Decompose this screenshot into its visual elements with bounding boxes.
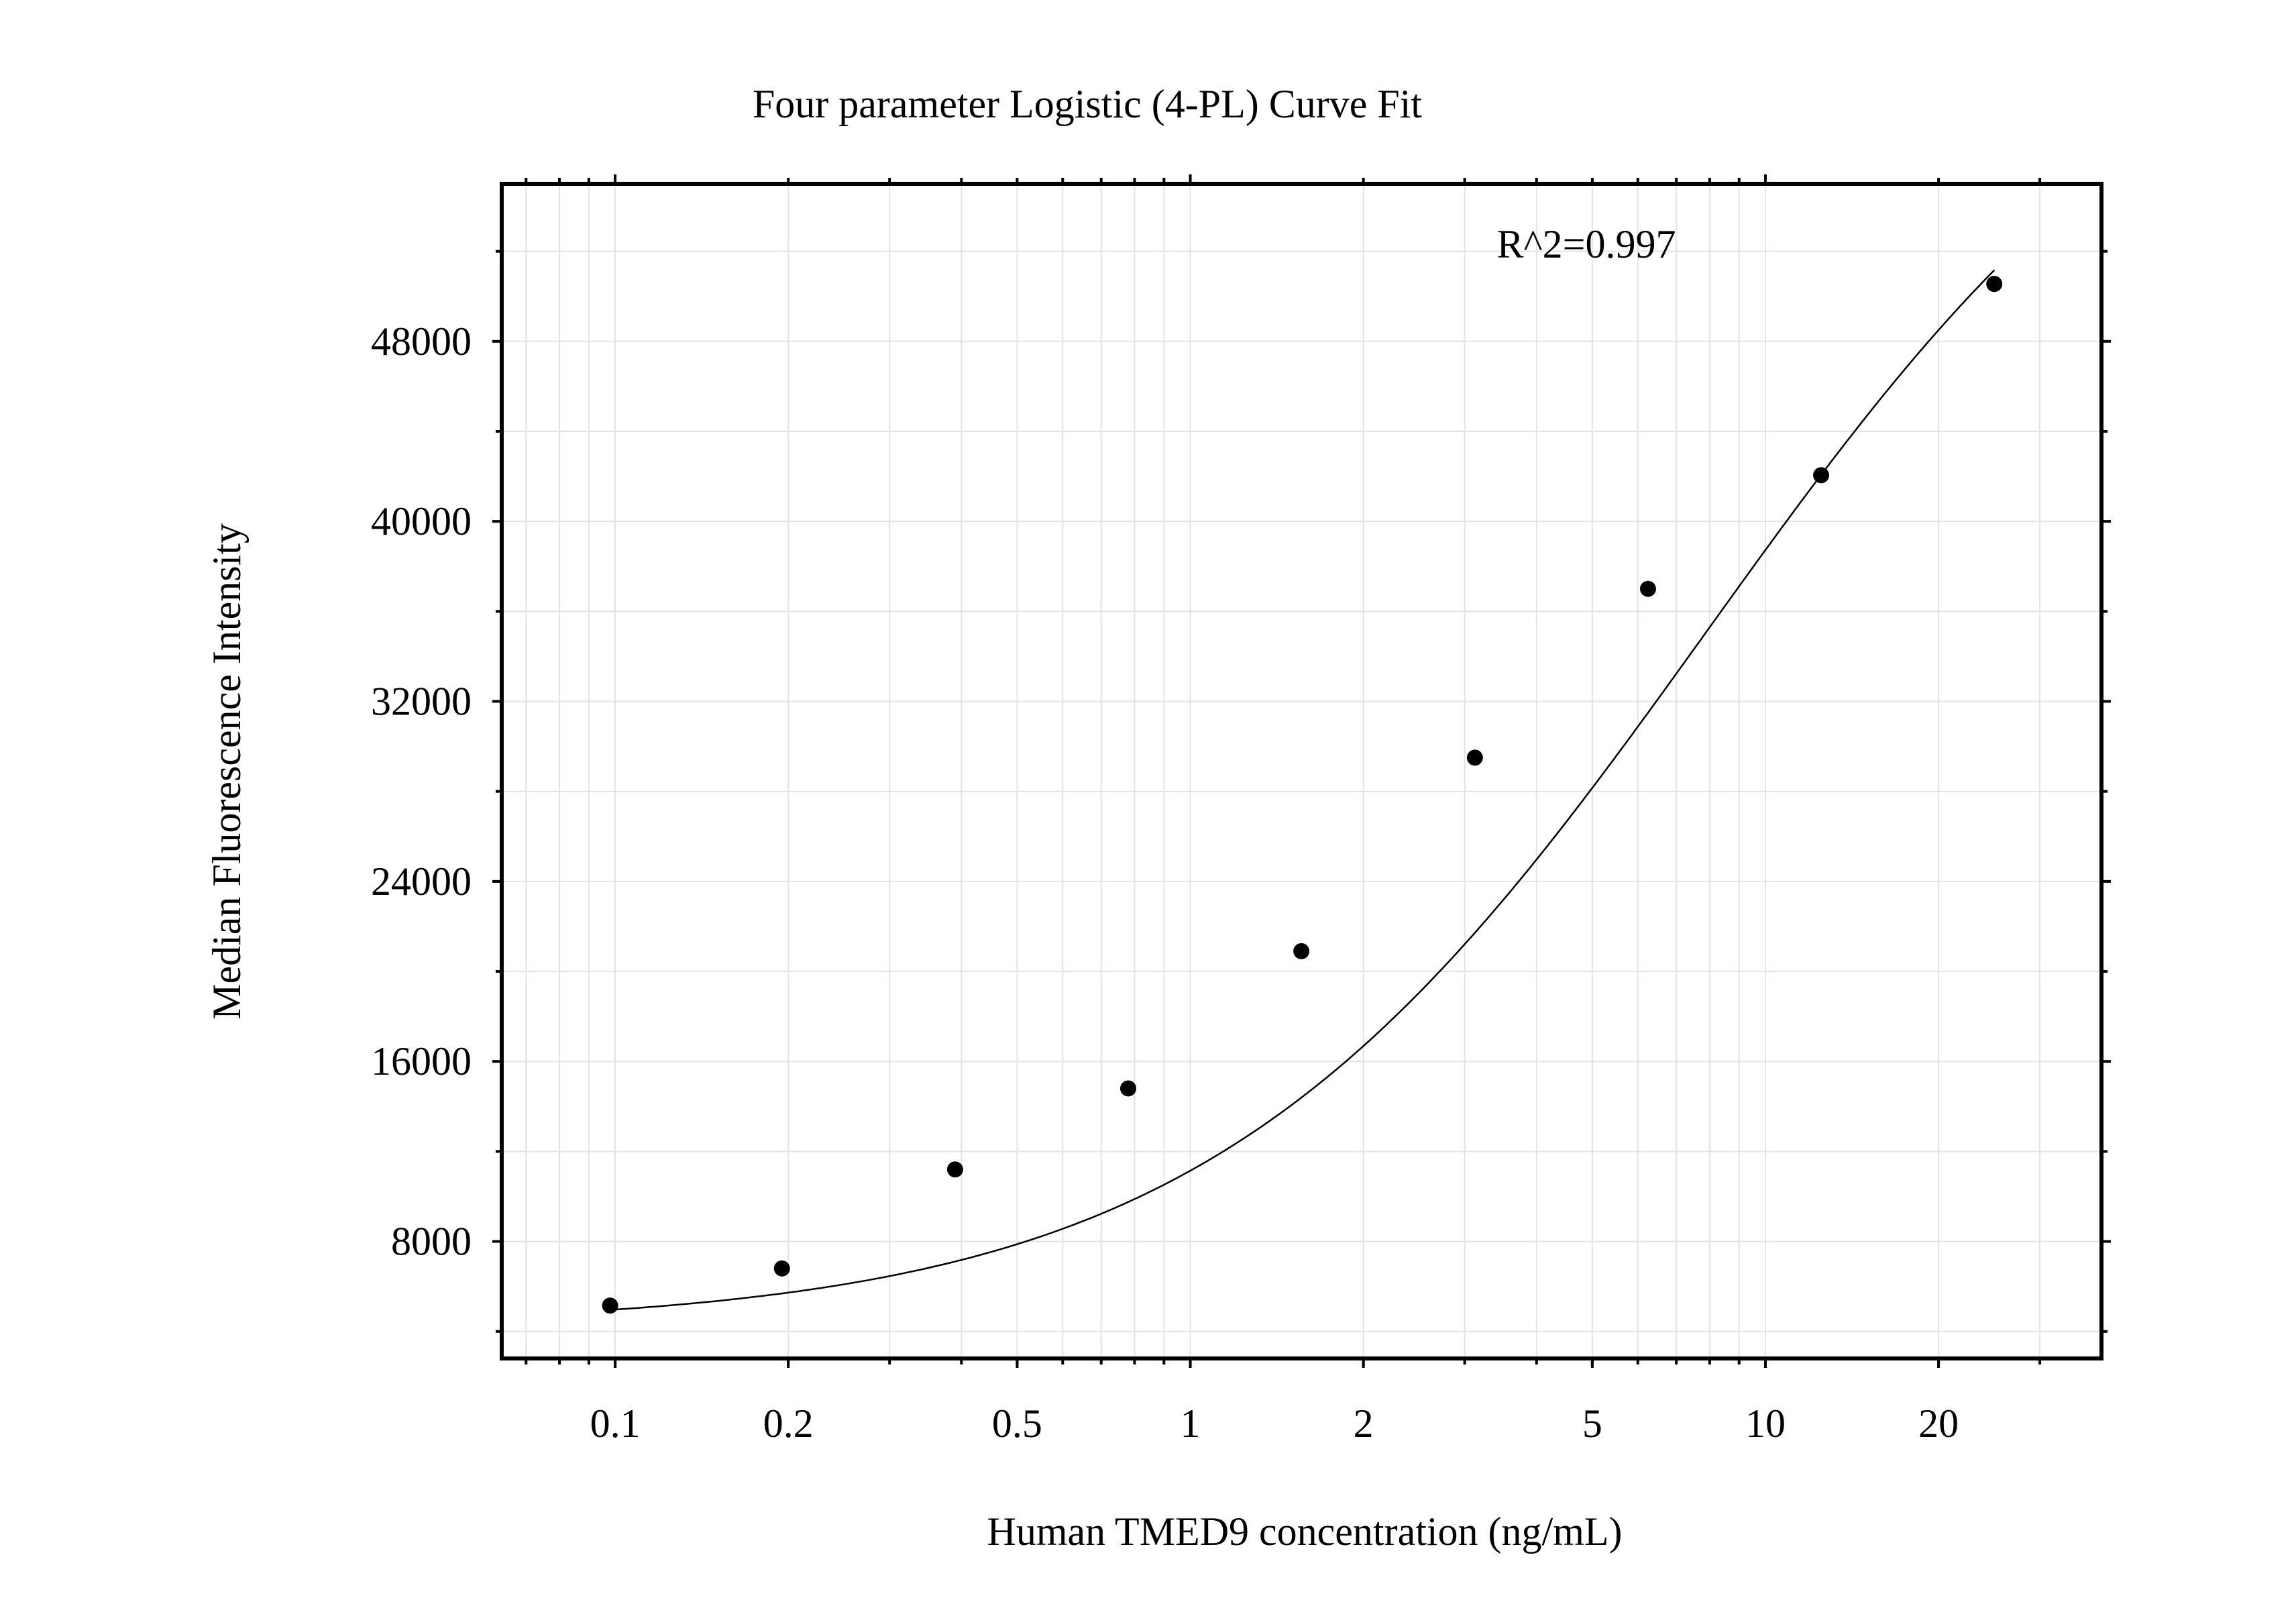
fit-curve-line — [615, 269, 1996, 1311]
x-tick-label: 2 — [1354, 1401, 1374, 1446]
x-tick-label: 1 — [1181, 1401, 1201, 1446]
data-point — [1466, 749, 1483, 766]
x-tick-label: 0.1 — [590, 1401, 641, 1446]
y-tick-label: 48000 — [371, 319, 472, 364]
x-tick-label: 0.5 — [992, 1401, 1042, 1446]
x-axis-ticks: 0.1 0.2 0.5 1 2 5 10 20 — [525, 174, 2042, 1446]
y-tick-label: 24000 — [371, 859, 472, 904]
data-point — [946, 1161, 963, 1178]
data-point — [1813, 467, 1830, 484]
x-tick-label: 20 — [1918, 1401, 1959, 1446]
r-squared-annotation: R^2=0.997 — [1496, 222, 1676, 266]
data-point — [1639, 580, 1656, 597]
data-point — [773, 1260, 790, 1277]
x-tick-label: 10 — [1745, 1401, 1786, 1446]
x-tick-label: 0.2 — [763, 1401, 814, 1446]
data-point — [1293, 943, 1310, 959]
x-tick-label: 5 — [1582, 1401, 1602, 1446]
y-axis-ticks: 8000 16000 24000 32000 40000 48000 — [371, 250, 2111, 1333]
data-point — [602, 1297, 618, 1314]
y-tick-label: 8000 — [391, 1220, 472, 1264]
y-axis-label: Median Fluorescence Intensity — [205, 523, 249, 1020]
data-points — [602, 276, 2003, 1314]
data-point — [1986, 276, 2003, 292]
y-tick-label: 16000 — [371, 1039, 472, 1083]
x-axis-label: Human TMED9 concentration (ng/mL) — [987, 1509, 1623, 1554]
y-tick-label: 32000 — [371, 680, 472, 724]
data-point — [1120, 1080, 1137, 1097]
chart-title: Four parameter Logistic (4-PL) Curve Fit — [753, 82, 1422, 126]
plot-frame — [500, 182, 2103, 1360]
grid — [502, 184, 2101, 1358]
fit-curve — [615, 269, 1996, 1311]
y-tick-label: 40000 — [371, 499, 472, 543]
